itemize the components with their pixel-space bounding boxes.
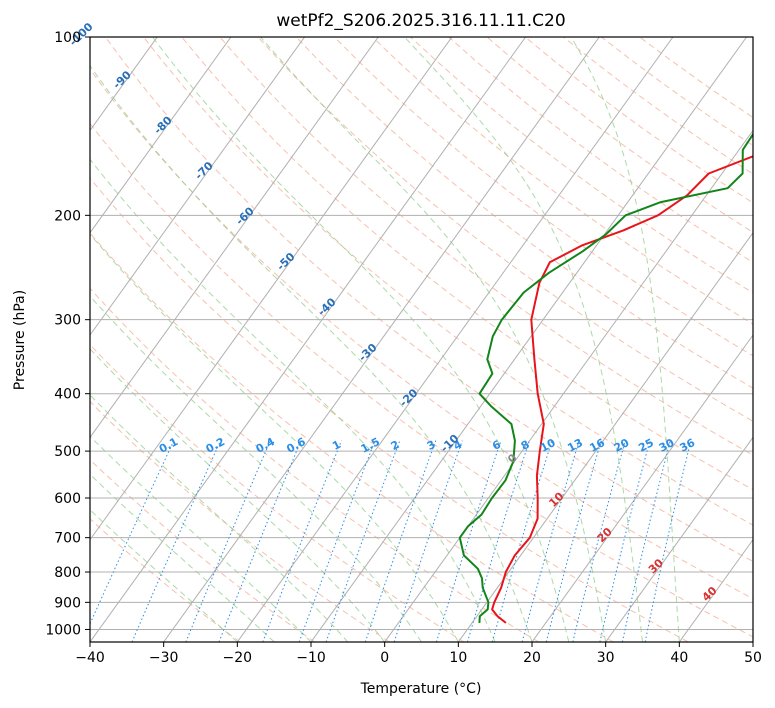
mixing-ratio-line [644, 440, 692, 642]
y-axis-title: Pressure (hPa) [12, 290, 28, 390]
moist-adiabat [404, 37, 643, 642]
x-tick-label: 10 [449, 650, 467, 666]
mixing-ratio-line [545, 440, 602, 642]
y-tick-label: 500 [54, 444, 81, 460]
isotherm-line [531, 334, 753, 642]
y-tick-label: 600 [54, 491, 81, 507]
dry-adiabat [90, 458, 315, 642]
moist-adiabat [90, 509, 238, 642]
x-tick-label: 40 [670, 650, 688, 666]
isotherm-line [457, 231, 753, 642]
mixing-ratio-line [599, 440, 651, 642]
dry-adiabat [104, 37, 753, 563]
isotherm-line [90, 37, 232, 234]
moist-adiabat [90, 64, 533, 642]
x-tick-label: −40 [75, 650, 105, 666]
isotherm-line [90, 37, 306, 336]
plot-frame [89, 36, 754, 643]
dry-adiabat [372, 37, 753, 325]
x-tick-label: 30 [597, 650, 615, 666]
dry-adiabat [90, 400, 390, 642]
isotherm-line [605, 436, 753, 642]
mixing-ratio-line [435, 440, 502, 642]
dry-adiabat [90, 68, 753, 600]
mixing-ratio-line [621, 440, 671, 642]
isotherm-line [90, 37, 527, 642]
mixing-ratio-line [467, 440, 530, 642]
x-axis-title: Temperature (°C) [360, 681, 482, 697]
data-lines [458, 132, 753, 624]
dry-adiabat [90, 122, 753, 638]
moist-adiabat [260, 37, 607, 642]
y-tick-label: 300 [54, 313, 81, 329]
mixing-ratio-line [364, 440, 437, 642]
y-tick-label: 700 [54, 531, 81, 547]
moist-adiabat [90, 394, 349, 642]
isotherm-line [384, 129, 753, 642]
moist-adiabat [90, 295, 422, 642]
mixing-ratio-label: 36 [678, 436, 698, 455]
mixing-ratio-label: 10 [538, 436, 558, 455]
mixing-ratio-label: 30 [657, 436, 677, 455]
x-tick-label: 0 [380, 650, 389, 666]
isotherm-line [236, 37, 674, 642]
dry-adiabat [90, 287, 540, 642]
x-tick-label: 20 [523, 650, 541, 666]
y-tick-label: 200 [54, 208, 81, 224]
mixing-ratio-line [298, 440, 376, 642]
moist-adiabat [570, 37, 680, 642]
isotherm-line [163, 37, 600, 642]
x-tick-label: 50 [744, 650, 762, 666]
y-tick-label: 900 [54, 595, 81, 611]
moist-adiabat [90, 348, 386, 642]
moist-adiabat [90, 473, 275, 642]
mixing-ratio-label: 16 [587, 436, 607, 455]
mixing-ratio-line [325, 440, 401, 642]
x-tick-label: −20 [223, 650, 253, 666]
axis-ticks: −40 −30 −20 −10 0 10 20 30 40 50 1000 900 800 700 600 5… [45, 30, 762, 666]
dry-adiabat [90, 232, 614, 642]
mixing-ratio-line [185, 440, 271, 642]
isotherm-line [90, 37, 379, 439]
mixing-ratio-line [521, 440, 580, 642]
isotherm-line [90, 37, 453, 541]
x-tick-label: −30 [149, 650, 179, 666]
dewpoint-profile [458, 132, 753, 623]
moist-adiabat [90, 158, 496, 642]
mixing-ratio-line [572, 440, 626, 642]
dry-adiabat [333, 37, 753, 357]
isotherm-line [310, 37, 748, 642]
dry-adiabat [295, 37, 753, 389]
y-tick-label: 400 [54, 387, 81, 403]
y-tick-label: 100 [54, 30, 81, 46]
mixing-ratio-label: 20 [612, 436, 632, 455]
y-tick-label: 800 [54, 565, 81, 581]
x-tick-label: −10 [296, 650, 326, 666]
dry-adiabat [143, 37, 753, 526]
mixing-ratio-line [131, 440, 221, 642]
mixing-ratio-label: 25 [636, 436, 656, 455]
mixing-ratio-line [90, 440, 175, 625]
temperature-profile [491, 155, 753, 624]
background-lines [90, 37, 753, 642]
mixing-ratio-label: 13 [565, 436, 585, 455]
y-tick-label: 1000 [45, 622, 81, 638]
moist-adiabat [90, 233, 459, 642]
chart-title: wetPf2_S206.2025.316.11.11.C20 [276, 11, 565, 31]
dry-adiabat [90, 177, 689, 642]
isotherm-line [678, 538, 753, 642]
moist-adiabat [152, 37, 570, 642]
